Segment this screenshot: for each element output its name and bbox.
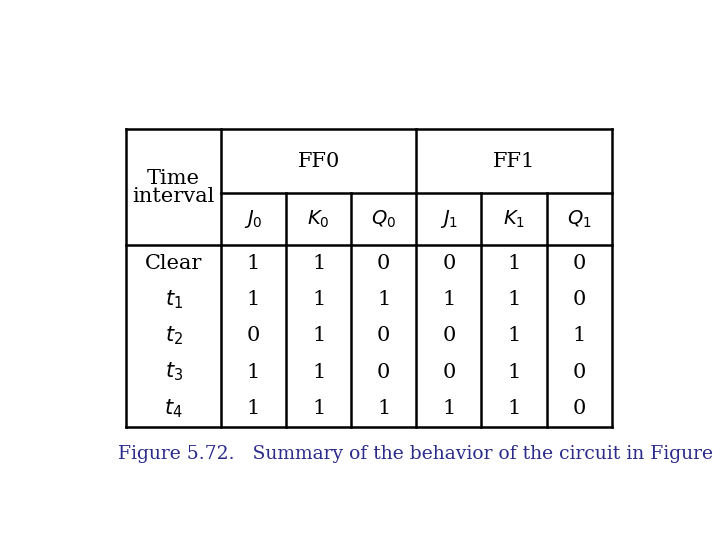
Text: 0: 0 <box>572 254 586 273</box>
Text: 0: 0 <box>442 363 456 382</box>
Text: 1: 1 <box>508 399 521 418</box>
Text: Figure 5.72.   Summary of the behavior of the circuit in Figure 5.71.: Figure 5.72. Summary of the behavior of … <box>118 444 720 463</box>
Text: 1: 1 <box>442 290 456 309</box>
Text: 1: 1 <box>247 254 260 273</box>
Text: 1: 1 <box>508 363 521 382</box>
Text: 1: 1 <box>377 290 390 309</box>
Text: $t_1$: $t_1$ <box>165 288 183 311</box>
Text: 1: 1 <box>508 254 521 273</box>
Text: 0: 0 <box>572 363 586 382</box>
Text: 1: 1 <box>508 290 521 309</box>
Text: FF0: FF0 <box>297 152 340 171</box>
Text: 1: 1 <box>247 290 260 309</box>
Text: $Q_1$: $Q_1$ <box>567 208 592 230</box>
Text: $t_3$: $t_3$ <box>164 361 183 383</box>
Text: 1: 1 <box>312 254 325 273</box>
Text: 1: 1 <box>312 363 325 382</box>
Text: Time: Time <box>147 168 200 187</box>
Text: 0: 0 <box>442 254 456 273</box>
Text: 1: 1 <box>247 399 260 418</box>
Text: 1: 1 <box>442 399 456 418</box>
Text: $J_1$: $J_1$ <box>440 208 458 230</box>
Text: 1: 1 <box>312 326 325 346</box>
Text: $J_0$: $J_0$ <box>244 208 263 230</box>
Text: 1: 1 <box>377 399 390 418</box>
Text: interval: interval <box>132 187 215 206</box>
Text: 0: 0 <box>442 326 456 346</box>
Text: 1: 1 <box>572 326 586 346</box>
Text: $K_1$: $K_1$ <box>503 208 525 230</box>
Text: $t_2$: $t_2$ <box>165 325 183 347</box>
Text: 1: 1 <box>508 326 521 346</box>
Text: 0: 0 <box>247 326 260 346</box>
Text: 1: 1 <box>312 399 325 418</box>
Text: $K_0$: $K_0$ <box>307 208 330 230</box>
Text: $t_4$: $t_4$ <box>164 397 183 420</box>
Text: 0: 0 <box>377 254 390 273</box>
Text: 1: 1 <box>247 363 260 382</box>
Text: 0: 0 <box>572 290 586 309</box>
Text: Clear: Clear <box>145 254 202 273</box>
Text: $Q_0$: $Q_0$ <box>372 208 396 230</box>
Text: 0: 0 <box>377 326 390 346</box>
Text: 1: 1 <box>312 290 325 309</box>
Text: 0: 0 <box>572 399 586 418</box>
Text: 0: 0 <box>377 363 390 382</box>
Text: FF1: FF1 <box>493 152 535 171</box>
